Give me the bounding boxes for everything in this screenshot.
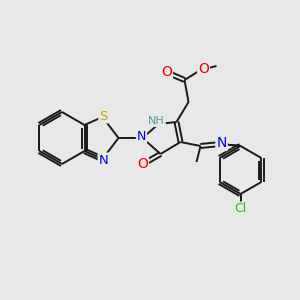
- Text: S: S: [99, 110, 108, 122]
- Text: N: N: [137, 130, 146, 142]
- Text: O: O: [161, 65, 172, 79]
- Text: O: O: [137, 157, 148, 171]
- Text: Cl: Cl: [234, 202, 247, 215]
- Text: N: N: [99, 154, 108, 166]
- Text: N: N: [216, 136, 227, 150]
- Text: NH: NH: [148, 116, 165, 126]
- Text: O: O: [198, 62, 209, 76]
